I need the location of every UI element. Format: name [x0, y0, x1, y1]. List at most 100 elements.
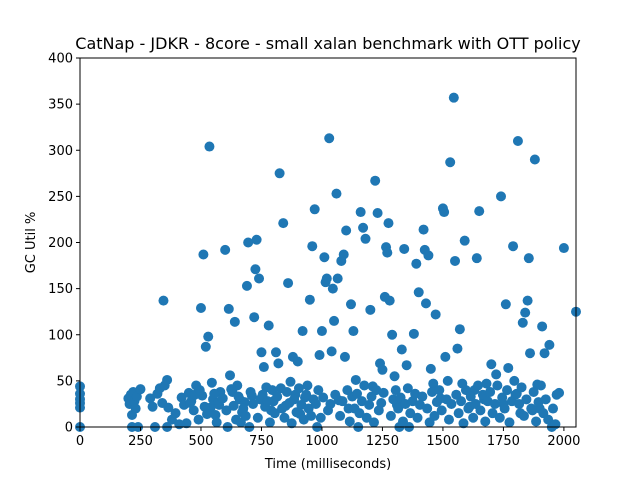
data-point	[430, 309, 441, 320]
data-point	[512, 136, 523, 147]
data-point	[269, 408, 280, 419]
data-point	[456, 396, 467, 407]
data-point	[453, 408, 464, 419]
data-point	[401, 360, 412, 371]
data-point	[245, 386, 256, 397]
data-point	[390, 385, 401, 396]
data-point	[502, 385, 513, 396]
data-point	[535, 380, 546, 391]
data-point	[376, 398, 387, 409]
data-point	[439, 207, 450, 218]
data-point	[368, 417, 379, 428]
data-point	[291, 407, 302, 418]
data-point	[292, 356, 303, 367]
data-point	[240, 410, 251, 421]
data-point	[517, 317, 528, 328]
data-point	[318, 392, 329, 403]
data-point	[273, 358, 284, 369]
data-point	[274, 168, 285, 179]
data-point	[413, 287, 424, 298]
data-point	[504, 417, 515, 428]
x-tick-label: 0	[76, 434, 84, 449]
data-point	[465, 391, 476, 402]
data-point	[411, 258, 422, 269]
data-point	[315, 412, 326, 423]
data-point	[251, 234, 262, 245]
data-point	[443, 414, 454, 425]
data-point	[497, 392, 508, 403]
data-point	[326, 346, 337, 357]
data-point	[550, 419, 561, 430]
x-tick-label: 500	[189, 434, 214, 449]
data-point	[422, 403, 433, 414]
data-point	[279, 412, 290, 423]
data-point	[540, 394, 551, 405]
y-axis-ticks: 0 50 100 150 200 250 300 350 400	[48, 52, 80, 436]
data-point	[258, 362, 269, 373]
data-point	[408, 328, 419, 339]
data-point	[277, 403, 288, 414]
data-point	[263, 320, 274, 331]
data-point	[359, 380, 370, 391]
data-point	[514, 398, 525, 409]
data-point	[434, 385, 445, 396]
data-point	[480, 416, 491, 427]
data-point	[431, 397, 442, 408]
data-point	[316, 326, 327, 337]
data-point	[321, 273, 332, 284]
data-point	[539, 348, 550, 359]
data-point	[385, 410, 396, 421]
y-axis-label: GC Util %	[24, 212, 39, 274]
data-point	[241, 280, 252, 291]
data-point	[163, 402, 174, 413]
data-point	[361, 412, 372, 423]
data-point	[202, 409, 213, 420]
data-point	[210, 410, 221, 421]
data-point	[338, 249, 349, 260]
data-point	[209, 388, 220, 399]
data-point	[304, 294, 315, 305]
data-point	[446, 398, 457, 409]
data-point	[383, 218, 394, 229]
data-point	[531, 416, 542, 427]
data-point	[289, 394, 300, 405]
data-point	[130, 403, 141, 414]
data-point	[377, 364, 388, 375]
data-point	[158, 295, 169, 306]
data-point	[226, 384, 237, 395]
data-point	[302, 380, 313, 391]
data-point	[243, 237, 254, 248]
data-point	[496, 191, 506, 202]
data-point	[301, 389, 312, 400]
data-point	[249, 312, 260, 323]
y-tick-label: 300	[48, 144, 73, 159]
data-point	[181, 418, 192, 429]
data-point	[382, 247, 393, 258]
data-point	[398, 416, 408, 427]
data-point	[198, 249, 209, 260]
x-tick-label: 1250	[366, 434, 399, 449]
data-point	[217, 393, 228, 404]
data-point	[554, 387, 565, 398]
y-tick-label: 400	[48, 52, 73, 67]
data-point	[339, 351, 350, 362]
data-point	[221, 405, 232, 416]
data-point	[520, 307, 531, 318]
data-point	[412, 412, 423, 423]
data-point	[286, 418, 297, 429]
data-point	[193, 414, 204, 425]
data-point	[442, 375, 453, 386]
data-point	[389, 371, 400, 382]
data-point	[418, 224, 429, 235]
data-point	[332, 273, 343, 284]
data-point	[452, 343, 463, 354]
data-point	[135, 384, 146, 395]
data-point	[503, 362, 514, 373]
x-tick-label: 1000	[305, 434, 338, 449]
data-point	[537, 321, 548, 332]
data-point	[481, 378, 492, 389]
data-point	[203, 331, 214, 342]
data-point	[281, 386, 292, 397]
data-point	[440, 351, 451, 362]
data-point	[529, 154, 540, 165]
